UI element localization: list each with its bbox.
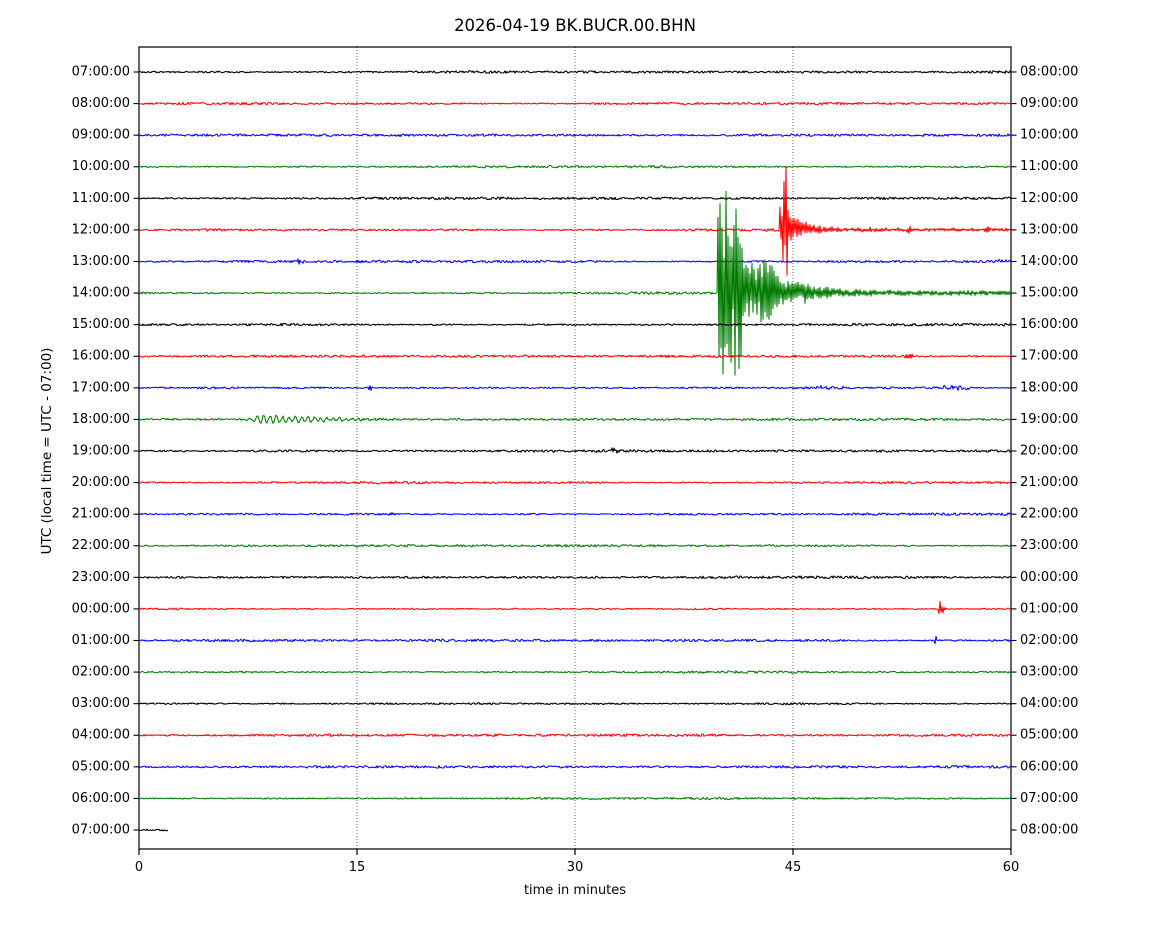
right-time-label: 15:00:00 <box>1020 286 1078 301</box>
x-tick-label: 45 <box>785 860 802 875</box>
left-time-label: 12:00:00 <box>72 222 130 237</box>
left-time-label: 19:00:00 <box>72 443 130 458</box>
trace-22:00:00 <box>138 543 1012 548</box>
trace-04:00:00 <box>138 733 1012 738</box>
trace-21:00:00 <box>138 511 1012 517</box>
trace-05:00:00 <box>138 764 1012 769</box>
trace-03:00:00 <box>138 702 1011 706</box>
right-time-label: 22:00:00 <box>1020 507 1078 522</box>
trace-12:00:00 <box>138 165 1012 276</box>
right-time-label: 10:00:00 <box>1020 128 1078 143</box>
right-time-label: 18:00:00 <box>1020 380 1078 395</box>
right-time-label: 08:00:00 <box>1020 65 1078 80</box>
right-time-label: 04:00:00 <box>1020 696 1078 711</box>
right-time-label: 23:00:00 <box>1020 538 1078 553</box>
left-time-label: 02:00:00 <box>72 665 130 680</box>
left-time-label: 13:00:00 <box>72 254 130 269</box>
right-time-label: 11:00:00 <box>1020 159 1078 174</box>
right-time-label: 07:00:00 <box>1020 791 1078 806</box>
left-time-label: 20:00:00 <box>72 475 130 490</box>
right-time-label: 06:00:00 <box>1020 759 1078 774</box>
right-time-label: 14:00:00 <box>1020 254 1078 269</box>
left-time-label: 16:00:00 <box>72 349 130 364</box>
right-time-label: 20:00:00 <box>1020 443 1078 458</box>
left-time-label: 09:00:00 <box>72 128 130 143</box>
right-time-label: 01:00:00 <box>1020 601 1078 616</box>
trace-08:00:00 <box>139 101 1012 106</box>
left-time-label: 14:00:00 <box>72 286 130 301</box>
left-time-label: 11:00:00 <box>72 191 130 206</box>
trace-00:00:00 <box>138 600 1012 615</box>
left-time-label: 10:00:00 <box>72 159 130 174</box>
left-time-label: 06:00:00 <box>72 791 130 806</box>
left-time-label: 22:00:00 <box>72 538 130 553</box>
right-time-label: 05:00:00 <box>1020 728 1078 743</box>
trace-11:00:00 <box>138 196 1012 201</box>
right-time-label: 12:00:00 <box>1020 191 1078 206</box>
right-time-label: 02:00:00 <box>1020 633 1078 648</box>
left-time-label: 17:00:00 <box>72 380 130 395</box>
trace-14:00:00 <box>138 190 1012 376</box>
trace-13:00:00 <box>138 258 1012 265</box>
trace-19:00:00 <box>138 447 1012 454</box>
trace-07:00:00 <box>138 70 1012 74</box>
left-time-label: 18:00:00 <box>72 412 130 427</box>
trace-01:00:00 <box>138 635 1012 645</box>
x-tick-label: 0 <box>135 860 143 875</box>
right-time-label: 16:00:00 <box>1020 317 1078 332</box>
right-time-label: 03:00:00 <box>1020 665 1078 680</box>
left-time-label: 07:00:00 <box>72 65 130 80</box>
trace-07:00:00 <box>138 828 169 832</box>
left-time-label: 03:00:00 <box>72 696 130 711</box>
trace-20:00:00 <box>138 480 1012 485</box>
trace-06:00:00 <box>138 796 1012 801</box>
left-time-label: 00:00:00 <box>72 601 130 616</box>
right-time-label: 21:00:00 <box>1020 475 1078 490</box>
trace-18:00:00 <box>138 414 1012 424</box>
left-time-label: 15:00:00 <box>72 317 130 332</box>
left-time-label: 04:00:00 <box>72 728 130 743</box>
x-axis-label: time in minutes <box>523 883 627 898</box>
trace-16:00:00 <box>138 353 1012 359</box>
right-time-label: 13:00:00 <box>1020 222 1078 237</box>
left-time-label: 23:00:00 <box>72 570 130 585</box>
right-time-label: 00:00:00 <box>1020 570 1078 585</box>
trace-15:00:00 <box>138 322 1012 327</box>
right-time-label: 09:00:00 <box>1020 96 1078 111</box>
right-time-label: 19:00:00 <box>1020 412 1078 427</box>
trace-09:00:00 <box>138 133 1012 138</box>
trace-10:00:00 <box>138 164 1012 169</box>
page-title: 2026-04-19 BK.BUCR.00.BHN <box>454 16 696 35</box>
trace-17:00:00 <box>138 384 1012 391</box>
left-time-label: 08:00:00 <box>72 96 130 111</box>
x-tick-label: 30 <box>567 860 584 875</box>
left-time-label: 07:00:00 <box>72 822 130 837</box>
left-time-label: 21:00:00 <box>72 507 130 522</box>
right-time-label: 17:00:00 <box>1020 349 1078 364</box>
x-tick-label: 60 <box>1003 860 1020 875</box>
right-time-label: 08:00:00 <box>1020 822 1078 837</box>
left-time-label: 05:00:00 <box>72 759 130 774</box>
trace-02:00:00 <box>138 670 1012 674</box>
trace-23:00:00 <box>138 575 1012 580</box>
left-time-label: 01:00:00 <box>72 633 130 648</box>
x-tick-label: 15 <box>349 860 366 875</box>
